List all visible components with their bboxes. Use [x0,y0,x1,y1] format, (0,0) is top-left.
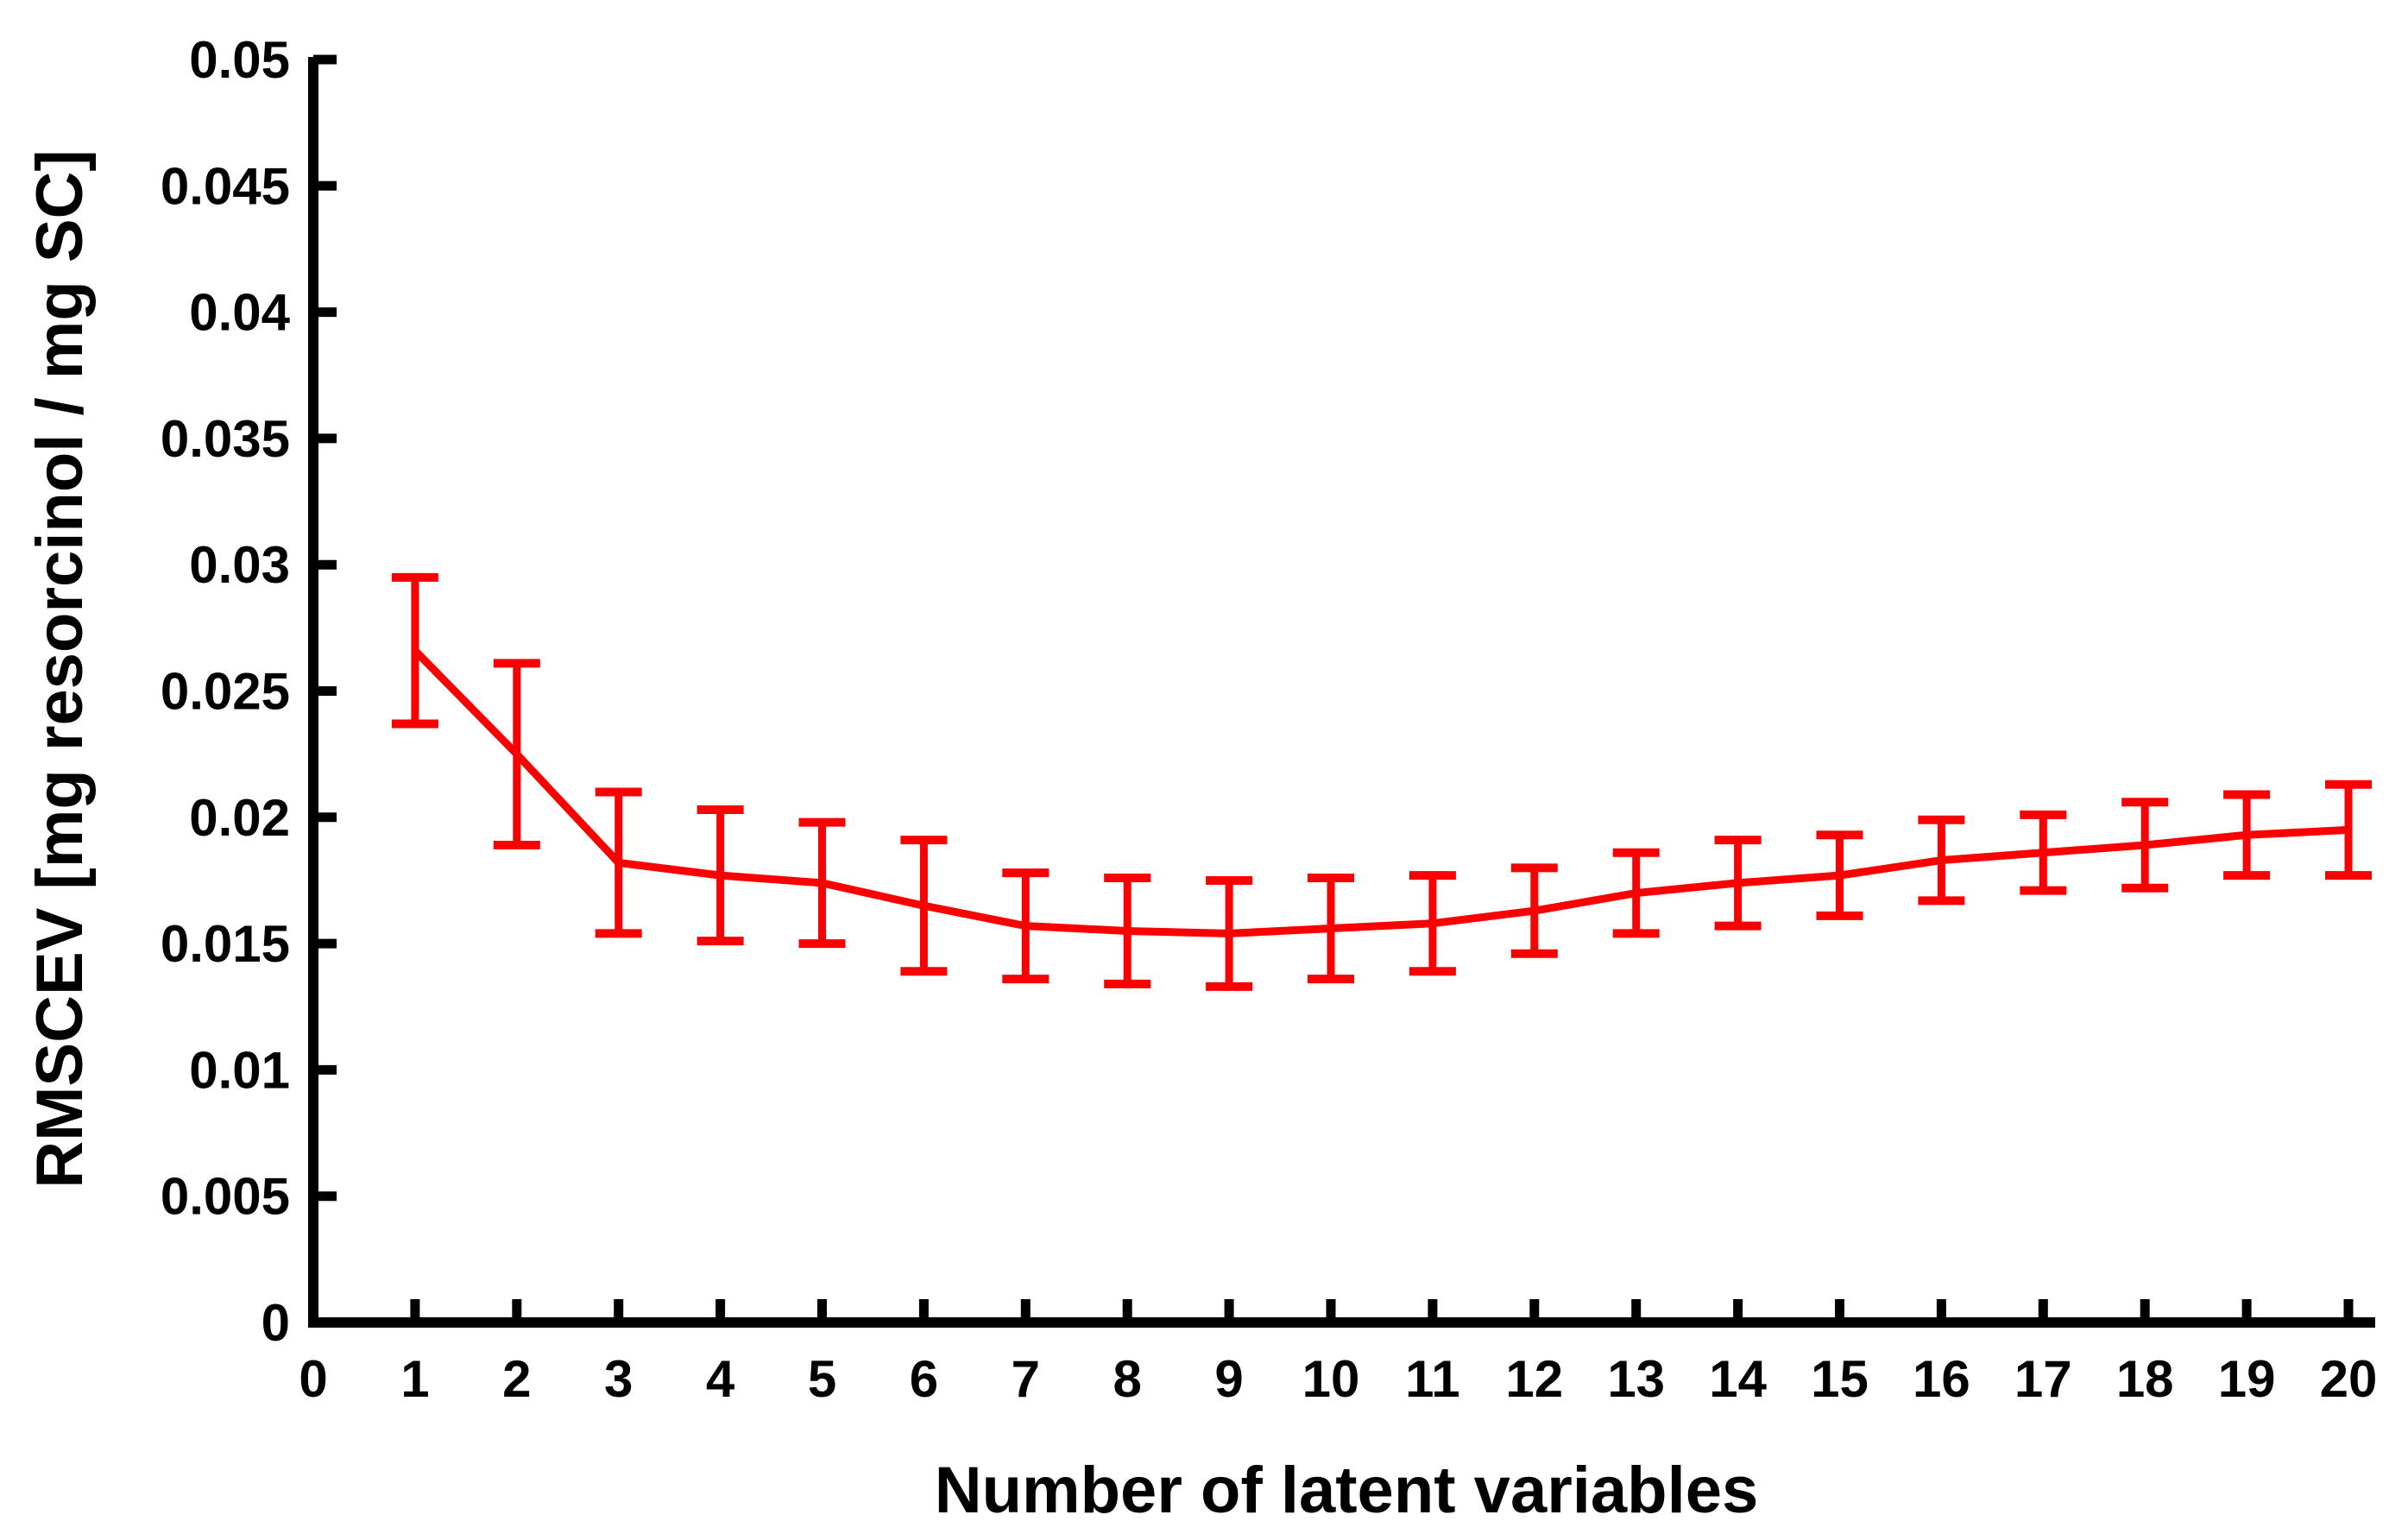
x-tick-label: 13 [1607,1350,1665,1408]
y-tick-label: 0.015 [161,915,290,973]
x-tick-label: 16 [1913,1350,1970,1408]
y-tick-label: 0 [262,1294,290,1352]
y-tick-label: 0.04 [189,284,290,342]
x-tick-label: 9 [1214,1350,1243,1408]
y-tick-label: 0.045 [161,157,290,215]
y-tick-label: 0.05 [189,31,290,89]
x-tick-label: 20 [2320,1350,2378,1408]
x-tick-label: 1 [400,1350,429,1408]
x-tick-label: 7 [1012,1350,1040,1408]
x-tick-label: 17 [2014,1350,2072,1408]
x-tick-label: 6 [910,1350,938,1408]
plot-area: 0 0.005 0.01 0.015 0.02 0.025 0.03 0.035 0.04 0.0… [161,31,2378,1408]
x-tick-label: 19 [2218,1350,2276,1408]
y-tick-label: 0.025 [161,663,290,721]
x-tick-label: 5 [808,1350,836,1408]
x-tick-label: 4 [706,1350,735,1408]
x-tick-label: 12 [1505,1350,1563,1408]
x-tick-label: 3 [604,1350,633,1408]
x-tick-label: 18 [2116,1350,2174,1408]
y-tick-label: 0.005 [161,1168,290,1226]
x-tick-label: 15 [1811,1350,1869,1408]
x-tick-label: 14 [1709,1350,1767,1408]
y-tick-label: 0.035 [161,410,290,468]
y-tick-label: 0.02 [189,789,290,847]
x-tick-label: 0 [299,1350,327,1408]
x-tick-label: 10 [1302,1350,1360,1408]
x-tick-label: 2 [502,1350,531,1408]
y-tick-label: 0.03 [189,536,290,594]
y-tick-label: 0.01 [189,1041,290,1099]
x-tick-label: 8 [1113,1350,1142,1408]
data-line [412,647,2349,937]
y-axis-title: RMSCEV [mg resorcinol / mg SC] [23,149,97,1189]
x-axis-title: Number of latent variables [935,1454,1759,1527]
x-tick-label: 11 [1405,1350,1459,1408]
